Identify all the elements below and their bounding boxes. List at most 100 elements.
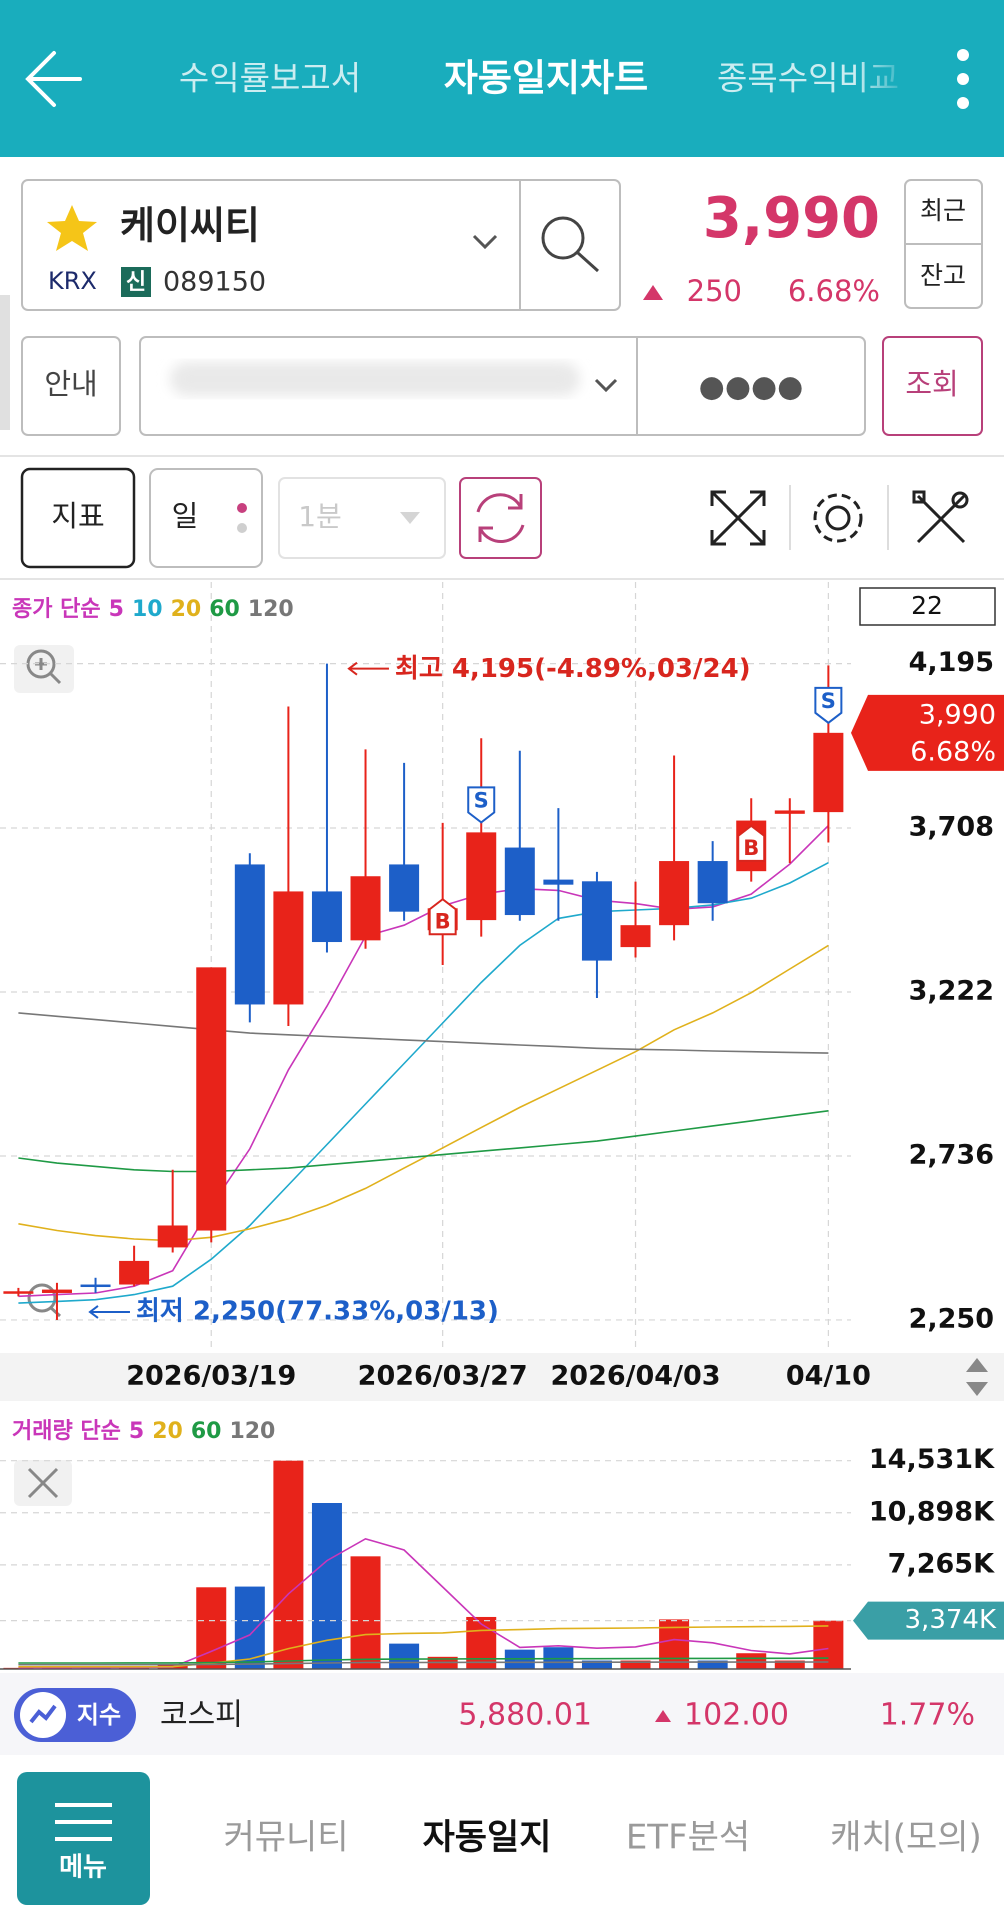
nav-item[interactable]: 캐치(모의) — [830, 1818, 982, 1858]
candle-body — [41, 1289, 72, 1293]
settings-button[interactable] — [813, 493, 863, 543]
nav-item[interactable]: 커뮤니티 — [223, 1818, 348, 1858]
y-tick-label: 2,736 — [909, 1139, 994, 1170]
candle-body — [659, 861, 690, 926]
more-menu[interactable] — [957, 49, 969, 109]
close-volume[interactable] — [14, 1460, 72, 1506]
ma-line — [18, 1012, 829, 1054]
dropdown-icon[interactable] — [594, 378, 618, 393]
exchange: KRX — [48, 267, 97, 295]
price-change: 250 — [687, 274, 742, 308]
ma-line — [18, 861, 829, 1304]
volume-badge-label: 3,374K — [905, 1605, 997, 1635]
scroll-arrows[interactable] — [966, 1358, 988, 1396]
count-box — [859, 587, 996, 626]
legend-entry: 20 — [171, 597, 202, 622]
interval: 1분 — [298, 500, 342, 533]
query-box[interactable] — [882, 336, 983, 436]
index-name: 코스피 — [160, 1698, 243, 1733]
menu-label[interactable]: 메뉴 — [59, 1853, 107, 1883]
fullscreen-button[interactable] — [710, 490, 766, 546]
search-button[interactable] — [541, 216, 600, 273]
index-bar — [0, 1673, 1004, 1755]
legend-entry: 20 — [152, 1419, 183, 1444]
dropdown-icon — [400, 512, 420, 524]
candle-body — [311, 891, 342, 943]
price-badge-rate: 6.68% — [910, 736, 996, 767]
nav-item[interactable]: ETF분석 — [626, 1818, 750, 1858]
refresh-button[interactable] — [459, 477, 542, 559]
password[interactable]: ●●●● — [699, 370, 804, 405]
up-arrow — [655, 1710, 671, 1722]
favorite-star[interactable] — [47, 205, 97, 251]
refresh-icon — [476, 493, 525, 543]
indicator-button[interactable]: 지표 — [51, 499, 104, 533]
annotation-arrowhead — [88, 1305, 99, 1319]
separator — [0, 578, 1004, 580]
volume-bar — [581, 1660, 612, 1669]
current-price: 3,990 — [703, 186, 880, 251]
ma-line — [18, 1661, 829, 1666]
dot — [237, 503, 247, 513]
tools-button[interactable] — [912, 490, 969, 544]
volume-bar — [119, 1667, 150, 1669]
price-badge-value: 3,990 — [919, 699, 996, 730]
volume-bar — [234, 1586, 265, 1669]
volume-bar — [311, 1503, 342, 1669]
chart-layer: 2026/03/19 2026/03/27 2026/04/03 04/10 4,195… — [0, 582, 1004, 1670]
legend-entry: 5 — [129, 1419, 144, 1444]
query-button[interactable]: 조회 — [905, 367, 958, 401]
x-tick-label: 2026/03/27 — [358, 1361, 528, 1392]
x-axis-band — [0, 1353, 1004, 1401]
nav-item-active[interactable]: 자동일지 — [423, 1818, 552, 1858]
up-arrow — [643, 285, 663, 300]
y-tick-label: 3,708 — [909, 811, 994, 842]
guide-button[interactable]: 안내 — [44, 367, 97, 401]
volume-bar — [350, 1556, 381, 1669]
back-button[interactable] — [25, 51, 82, 107]
legend-entry: 60 — [209, 597, 240, 622]
crosshair-icon[interactable] — [27, 1283, 62, 1318]
signal-marker — [467, 786, 496, 824]
candle-body — [80, 1284, 111, 1288]
tab-fade — [855, 40, 910, 120]
volume-bar — [697, 1660, 728, 1669]
stock-badge: 신 — [126, 270, 146, 295]
legend-entry: 5 — [109, 597, 124, 622]
tab-active[interactable]: 자동일지차트 — [444, 57, 648, 100]
candle-body — [543, 879, 574, 885]
period-box[interactable] — [149, 468, 263, 568]
x-tick-label: 04/10 — [786, 1361, 871, 1392]
recent-button[interactable]: 최근 — [920, 196, 966, 225]
indicator-box[interactable] — [20, 467, 136, 569]
period-button[interactable]: 일 — [172, 499, 199, 533]
candle-body — [119, 1260, 150, 1285]
volume-bar — [736, 1653, 767, 1669]
y-tick-label: 3,222 — [909, 975, 994, 1006]
badge-bg — [121, 267, 151, 297]
candle-body — [3, 1291, 34, 1294]
index-change: 102.00 — [684, 1698, 789, 1733]
signal-label: B — [435, 909, 451, 933]
balance-button[interactable]: 잔고 — [920, 261, 966, 290]
stock-code: 089150 — [163, 267, 266, 298]
ma-line — [18, 944, 829, 1242]
ma-line — [18, 1625, 829, 1668]
ma-line — [18, 825, 829, 1298]
volume-bar — [196, 1587, 227, 1669]
dropdown-icon[interactable] — [472, 234, 498, 250]
bottom-nav — [0, 1755, 1004, 1920]
visible-count: 22 — [911, 591, 943, 620]
tab[interactable]: 수익률보고서 — [179, 59, 361, 98]
guide-box[interactable] — [21, 336, 121, 436]
candle-body — [234, 864, 265, 1005]
legend-entry: 60 — [191, 1419, 222, 1444]
change-rate: 6.68% — [788, 274, 880, 308]
y-tick-label: 2,250 — [909, 1303, 994, 1334]
candle-body — [157, 1225, 188, 1248]
stock-selector[interactable] — [21, 179, 621, 311]
candle-body — [697, 861, 728, 904]
candle-body — [466, 832, 497, 921]
